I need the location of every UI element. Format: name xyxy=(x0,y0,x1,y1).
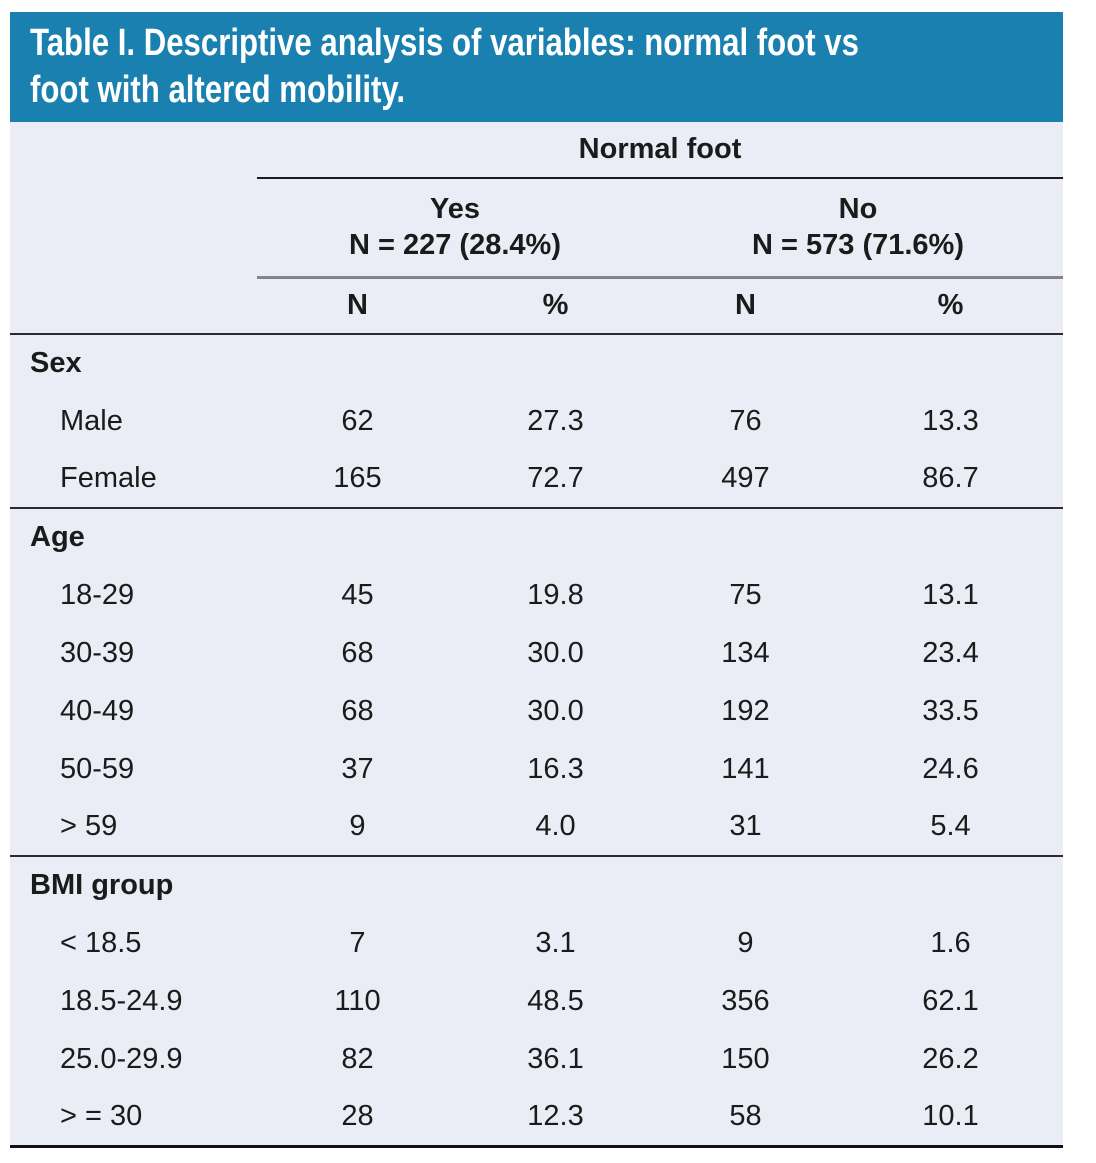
cell-value: 28 xyxy=(257,1088,458,1148)
table-row: 25.0-29.9 82 36.1 150 26.2 xyxy=(10,1030,1063,1088)
spanner-row: Normal foot xyxy=(10,122,1064,179)
row-label: 40-49 xyxy=(60,694,135,727)
cell-value: 37 xyxy=(341,752,374,785)
row-label: Female xyxy=(60,462,157,494)
cell-value: 86.7 xyxy=(922,462,979,494)
table-title-line-1: Table I. Descriptive analysis of variabl… xyxy=(30,22,859,64)
cell-value: 27.3 xyxy=(527,404,584,437)
cell-value: 26.2 xyxy=(922,1042,979,1075)
section-label: Age xyxy=(10,507,1064,566)
table-title-bar: Table I. Descriptive analysis of variabl… xyxy=(10,12,1063,122)
blank-cell xyxy=(10,277,257,334)
table-row: > = 30 28 12.3 58 10.1 xyxy=(10,1088,1064,1148)
group-header-yes: Yes N = 227 (28.4%) xyxy=(257,178,653,279)
section-row-age: Age xyxy=(10,507,1064,566)
cell-value: 9 xyxy=(349,810,366,842)
col-header-pct-yes: % xyxy=(542,289,569,322)
cell-value: 192 xyxy=(721,694,770,727)
cell-value: 7 xyxy=(349,926,366,959)
cell-value: 31 xyxy=(729,810,762,842)
row-label: 25.0-29.9 xyxy=(60,1042,183,1075)
cell-value: 150 xyxy=(721,1042,770,1075)
group-yes-count: N = 227 (28.4%) xyxy=(349,229,561,262)
table-title-line-2: foot with altered mobility. xyxy=(30,69,406,111)
table-row: 30-39 68 30.0 134 23.4 xyxy=(10,624,1063,682)
row-label: 18.5-24.9 xyxy=(60,984,183,1017)
row-label: 30-39 xyxy=(60,636,135,669)
group-header-no: No N = 573 (71.6%) xyxy=(653,178,1064,279)
section-label: Sex xyxy=(10,333,1064,392)
cell-value: 5.4 xyxy=(930,810,971,842)
cell-value: 141 xyxy=(721,752,770,785)
table-row: 18.5-24.9 110 48.5 356 62.1 xyxy=(10,972,1063,1030)
blank-cell xyxy=(10,178,257,277)
row-label: 50-59 xyxy=(60,752,135,785)
cell-value: 75 xyxy=(729,578,762,611)
row-label: < 18.5 xyxy=(60,926,142,959)
cell-value: 82 xyxy=(341,1042,374,1075)
cell-value: 48.5 xyxy=(527,984,584,1017)
col-header-n-yes: N xyxy=(347,289,368,322)
cell-value: 12.3 xyxy=(458,1088,653,1148)
row-label: 18-29 xyxy=(60,578,135,611)
cell-value: 30.0 xyxy=(527,694,584,727)
cell-value: 58 xyxy=(653,1088,838,1148)
col-header-pct-no: % xyxy=(937,289,964,322)
table-row: Female 165 72.7 497 86.7 xyxy=(10,450,1063,508)
normal-foot-span-header: Normal foot xyxy=(257,122,1064,179)
cell-value: 68 xyxy=(341,636,374,669)
cell-value: 134 xyxy=(721,636,770,669)
row-label: Male xyxy=(60,404,123,437)
table-row: > 59 9 4.0 31 5.4 xyxy=(10,798,1063,856)
cell-value: 45 xyxy=(341,578,374,611)
cell-value: 13.1 xyxy=(922,578,979,611)
table-row: 18-29 45 19.8 75 13.1 xyxy=(10,566,1063,624)
group-yes-label: Yes xyxy=(430,193,480,226)
column-header-row: N % N % xyxy=(10,277,1063,334)
section-row-bmi: BMI group xyxy=(10,855,1064,914)
group-header-row: Yes N = 227 (28.4%) No N = 573 (71.6%) xyxy=(10,178,1064,279)
cell-value: 62.1 xyxy=(922,984,979,1017)
blank-cell xyxy=(10,122,257,178)
cell-value: 30.0 xyxy=(527,636,584,669)
cell-value: 36.1 xyxy=(527,1042,584,1075)
descriptive-table: Normal foot Yes N = 227 (28.4%) No N = 5… xyxy=(10,122,1064,1148)
table-row: 50-59 37 16.3 141 24.6 xyxy=(10,740,1063,798)
col-header-n-no: N xyxy=(735,289,756,322)
cell-value: 110 xyxy=(334,984,381,1017)
cell-value: 13.3 xyxy=(922,404,979,437)
cell-value: 23.4 xyxy=(922,636,979,669)
section-label: BMI group xyxy=(10,855,1064,914)
group-no-count: N = 573 (71.6%) xyxy=(752,229,964,262)
cell-value: 16.3 xyxy=(527,752,584,785)
cell-value: 10.1 xyxy=(838,1088,1064,1148)
table-row: < 18.5 7 3.1 9 1.6 xyxy=(10,914,1063,972)
cell-value: 1.6 xyxy=(930,926,971,959)
cell-value: 19.8 xyxy=(527,578,584,611)
table-row: 40-49 68 30.0 192 33.5 xyxy=(10,682,1063,740)
cell-value: 24.6 xyxy=(922,752,979,785)
group-no-label: No xyxy=(838,193,878,226)
cell-value: 356 xyxy=(721,984,770,1017)
cell-value: 9 xyxy=(737,926,754,959)
cell-value: 3.1 xyxy=(535,926,576,959)
cell-value: 72.7 xyxy=(527,462,584,494)
cell-value: 76 xyxy=(729,404,762,437)
table-figure: Table I. Descriptive analysis of variabl… xyxy=(10,12,1064,1148)
section-row-sex: Sex xyxy=(10,333,1064,392)
cell-value: 33.5 xyxy=(922,694,979,727)
cell-value: 165 xyxy=(333,462,382,494)
row-label: > 59 xyxy=(60,810,118,842)
row-label: > = 30 xyxy=(10,1088,257,1148)
cell-value: 497 xyxy=(721,462,770,494)
table-row: Male 62 27.3 76 13.3 xyxy=(10,392,1063,450)
cell-value: 68 xyxy=(341,694,374,727)
cell-value: 62 xyxy=(341,404,374,437)
cell-value: 4.0 xyxy=(535,810,576,842)
